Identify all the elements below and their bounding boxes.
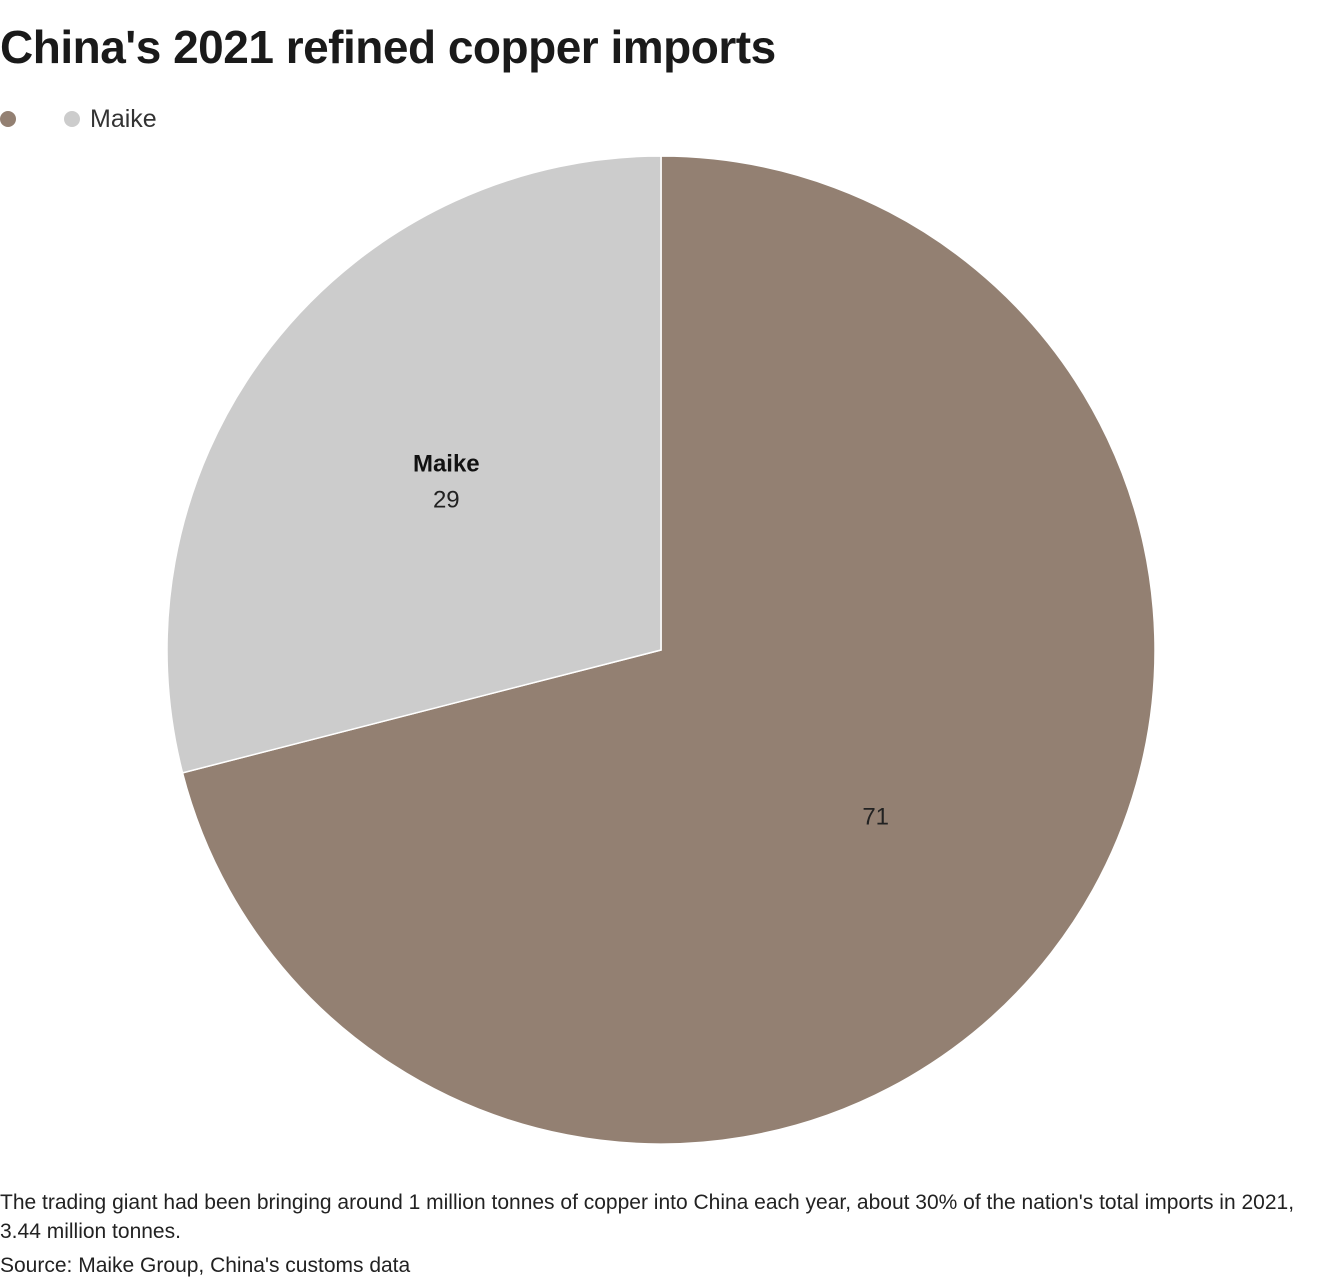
slice-value-label: 29 [433, 486, 460, 513]
legend-item-maike: Maike [64, 105, 157, 134]
slice-label-group-0: 71 [862, 804, 889, 831]
pie-slice-other [181, 155, 1156, 1145]
legend-label-maike: Maike [90, 104, 157, 133]
legend-swatch-maike [64, 111, 80, 127]
legend-swatch-other [0, 111, 16, 127]
legend: Maike [0, 104, 195, 134]
pie-slice-maike [166, 155, 662, 774]
slice-label-group-1: Maike 29 [413, 450, 480, 513]
chart-title: China's 2021 refined copper imports [0, 21, 776, 73]
pie-chart: 71 Maike 29 [166, 155, 1156, 1145]
chart-source: Source: Maike Group, China's customs dat… [0, 1254, 411, 1277]
slice-value-label: 71 [862, 804, 889, 831]
slice-name-label: Maike [413, 450, 480, 477]
legend-item-other [0, 111, 26, 127]
chart-caption: The trading giant had been bringing arou… [0, 1191, 1295, 1243]
